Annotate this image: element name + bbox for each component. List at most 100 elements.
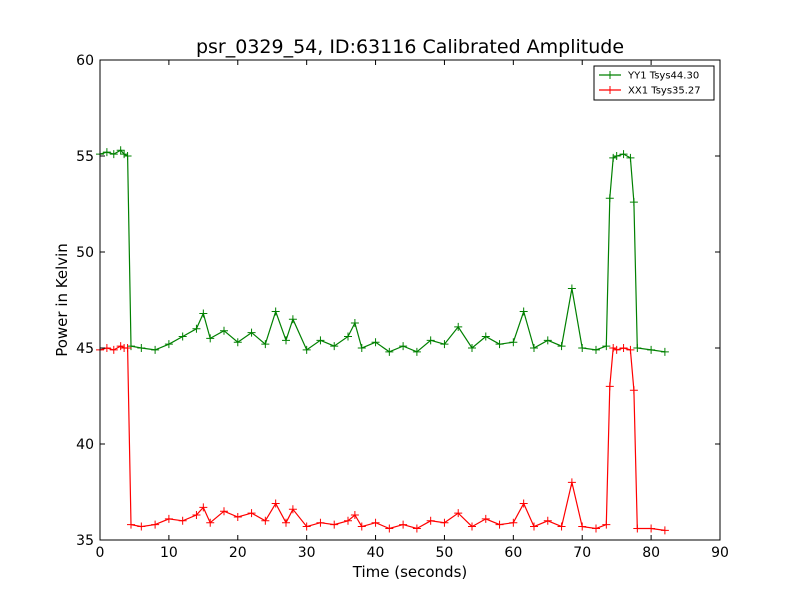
data-point xyxy=(612,152,621,160)
data-point xyxy=(426,336,435,345)
data-point xyxy=(626,153,635,162)
data-point xyxy=(261,340,270,349)
data-point xyxy=(633,344,642,352)
data-point xyxy=(116,146,125,155)
data-point xyxy=(399,342,408,351)
data-point xyxy=(660,347,669,356)
data-point xyxy=(271,307,280,316)
data-point xyxy=(247,509,256,518)
data-point xyxy=(330,342,339,351)
data-point xyxy=(344,516,352,525)
data-point xyxy=(316,518,325,527)
data-point xyxy=(633,524,642,533)
data-point xyxy=(302,522,311,531)
data-point xyxy=(127,520,135,529)
data-point xyxy=(612,345,621,354)
data-point xyxy=(481,514,490,523)
data-point xyxy=(578,522,587,531)
data-point xyxy=(137,522,146,531)
data-point xyxy=(509,518,518,527)
data-point xyxy=(592,524,600,533)
data-point xyxy=(626,345,635,354)
data-point xyxy=(543,336,552,345)
data-point xyxy=(385,524,394,533)
data-point xyxy=(567,478,576,487)
data-point xyxy=(123,152,132,160)
x-tick-label: 0 xyxy=(96,545,105,561)
data-point xyxy=(609,344,618,352)
data-point xyxy=(288,315,297,324)
legend: YY1 Tsys44.30 XX1 Tsys35.27 xyxy=(593,65,715,101)
data-point xyxy=(509,338,518,347)
data-point xyxy=(481,332,490,341)
data-point xyxy=(316,336,325,345)
legend-label: YY1 Tsys44.30 xyxy=(627,71,699,82)
data-point xyxy=(543,516,552,525)
data-point xyxy=(206,518,215,527)
data-point xyxy=(602,520,611,529)
x-tick-label: 30 xyxy=(298,545,316,561)
series-0 xyxy=(96,146,669,356)
data-point xyxy=(199,503,208,512)
data-point xyxy=(609,153,618,162)
x-tick-label: 60 xyxy=(504,545,522,561)
y-tick-label: 50 xyxy=(76,245,94,261)
data-point xyxy=(495,520,504,529)
data-point xyxy=(371,338,380,347)
x-tick-label: 20 xyxy=(229,545,247,561)
data-point xyxy=(412,524,421,533)
data-point xyxy=(192,511,201,520)
data-point xyxy=(412,347,421,356)
data-point xyxy=(647,524,656,533)
data-point xyxy=(164,340,173,349)
data-point xyxy=(530,522,538,531)
axis-ticks: 0 10 20 30 40 50 60 70 80 90 35 40 45 50 55 60 xyxy=(76,53,729,561)
data-point xyxy=(592,345,600,354)
legend-marker xyxy=(606,71,614,79)
data-point xyxy=(102,148,111,157)
x-tick-label: 10 xyxy=(160,545,178,561)
data-point xyxy=(288,505,297,514)
chart-title: psr_0329_54, ID:63116 Calibrated Amplitu… xyxy=(196,36,624,58)
data-point xyxy=(519,499,528,508)
data-point xyxy=(127,342,135,351)
legend-marker xyxy=(606,86,614,94)
series-1 xyxy=(96,342,669,535)
x-tick-label: 40 xyxy=(367,545,385,561)
data-point xyxy=(578,344,587,352)
data-point xyxy=(137,344,146,352)
data-point xyxy=(330,520,339,529)
data-point xyxy=(192,324,201,333)
data-point xyxy=(530,344,538,352)
data-point xyxy=(282,336,290,345)
data-point xyxy=(220,326,228,335)
data-point xyxy=(123,344,132,352)
data-point xyxy=(468,522,476,531)
data-point xyxy=(350,319,359,328)
data-point xyxy=(357,522,366,531)
data-point xyxy=(247,328,256,337)
data-point xyxy=(557,342,566,351)
data-point xyxy=(605,194,614,203)
data-point xyxy=(629,198,638,207)
x-tick-label: 80 xyxy=(642,545,660,561)
data-point xyxy=(647,345,656,354)
data-point xyxy=(557,522,566,531)
data-point xyxy=(282,518,290,527)
data-point xyxy=(199,309,208,318)
data-point xyxy=(440,518,449,527)
x-tick-label: 70 xyxy=(573,545,591,561)
y-tick-label: 55 xyxy=(76,149,94,165)
data-point xyxy=(344,332,352,341)
data-point xyxy=(371,518,380,527)
data-point xyxy=(178,516,187,525)
data-point xyxy=(206,334,215,343)
data-point xyxy=(440,340,449,349)
data-point xyxy=(619,344,628,352)
data-point xyxy=(605,382,614,391)
x-tick-label: 50 xyxy=(436,545,454,561)
y-tick-label: 45 xyxy=(76,341,94,357)
data-point xyxy=(454,322,463,331)
data-point xyxy=(120,150,129,159)
